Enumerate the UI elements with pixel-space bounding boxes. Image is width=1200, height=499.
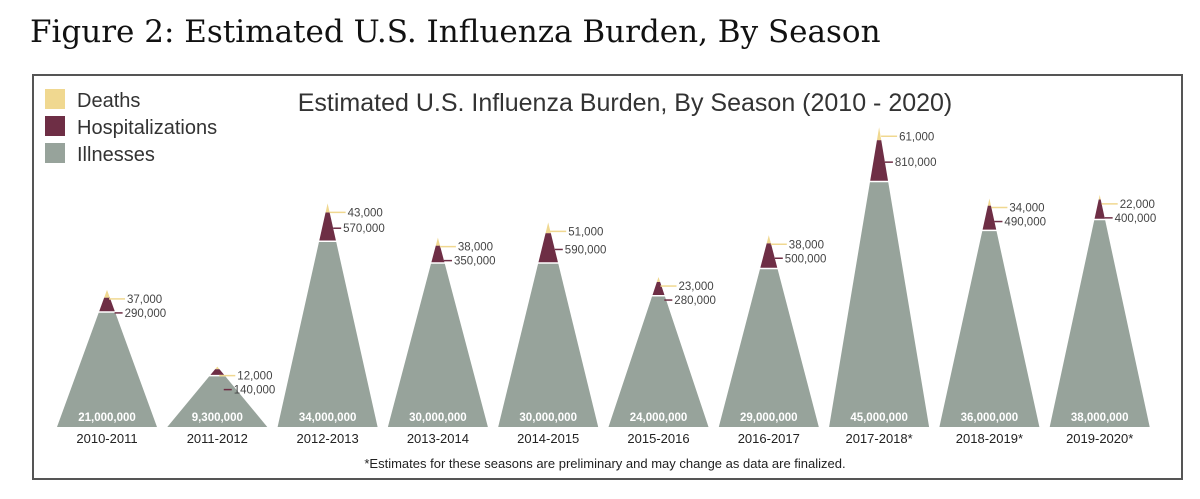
- legend-label-hospitalizations: Hospitalizations: [77, 117, 217, 139]
- chart-title: Estimated U.S. Influenza Burden, By Seas…: [298, 89, 953, 117]
- hospitalization-bar: [210, 369, 225, 375]
- hospitalization-bar: [431, 245, 445, 263]
- illness-label: 36,000,000: [961, 412, 1019, 424]
- illness-bar: [939, 231, 1040, 427]
- death-bar: [987, 198, 991, 206]
- hospitalization-label: 280,000: [674, 295, 716, 307]
- death-label: 34,000: [1009, 203, 1044, 215]
- season-label: 2015-2016: [627, 431, 689, 446]
- hospitalization-bar: [652, 281, 665, 295]
- death-label: 38,000: [458, 242, 493, 254]
- footnote: *Estimates for these seasons are prelimi…: [364, 456, 845, 471]
- illness-bar: [498, 263, 599, 427]
- illness-bar: [829, 182, 930, 427]
- season-label: 2016-2017: [738, 431, 800, 446]
- hospitalization-bar: [319, 212, 336, 241]
- hospitalization-bar: [1094, 199, 1105, 219]
- illness-label: 24,000,000: [630, 412, 688, 424]
- hospitalization-label: 810,000: [895, 157, 937, 169]
- illness-label: 38,000,000: [1071, 412, 1129, 424]
- illness-bar: [167, 376, 268, 427]
- illness-label: 21,000,000: [78, 412, 136, 424]
- hospitalization-label: 290,000: [125, 308, 167, 320]
- legend-swatch-hospitalizations: [45, 116, 65, 136]
- hospitalization-label: 570,000: [343, 223, 385, 235]
- season-label: 2011-2012: [187, 431, 248, 446]
- illness-label: 9,300,000: [192, 412, 243, 424]
- death-label: 51,000: [568, 226, 603, 238]
- legend-label-illnesses: Illnesses: [77, 144, 155, 166]
- illness-bar: [57, 312, 157, 427]
- death-bar: [766, 235, 771, 244]
- illness-bar: [1049, 220, 1150, 427]
- season-label: 2019-2020*: [1066, 431, 1133, 446]
- hospitalization-label: 500,000: [785, 253, 827, 265]
- hospitalization-label: 490,000: [1004, 217, 1046, 229]
- death-bar: [215, 366, 220, 370]
- hospitalization-label: 140,000: [234, 385, 276, 397]
- illness-bar: [718, 269, 819, 427]
- hospitalization-label: 590,000: [565, 244, 607, 256]
- death-bar: [876, 127, 882, 141]
- illness-bar: [608, 296, 709, 427]
- illness-label: 45,000,000: [850, 412, 908, 424]
- season-label: 2014-2015: [517, 431, 579, 446]
- chart-frame: [32, 74, 1183, 480]
- hospitalization-label: 400,000: [1115, 213, 1157, 225]
- death-label: 23,000: [679, 281, 714, 293]
- illness-label: 30,000,000: [519, 412, 577, 424]
- death-bar: [545, 222, 551, 234]
- death-bar: [435, 237, 441, 246]
- illness-bar: [387, 263, 488, 427]
- death-label: 12,000: [237, 371, 272, 383]
- season-label: 2018-2019*: [956, 431, 1023, 446]
- illness-label: 34,000,000: [299, 412, 357, 424]
- hospitalization-bar: [538, 233, 558, 263]
- death-label: 37,000: [127, 294, 162, 306]
- hospitalization-label: 350,000: [454, 256, 496, 268]
- death-label: 43,000: [348, 207, 383, 219]
- hospitalization-bar: [870, 140, 889, 181]
- legend-swatch-deaths: [45, 89, 65, 109]
- death-label: 38,000: [789, 239, 824, 251]
- death-bar: [656, 277, 661, 282]
- season-label: 2013-2014: [407, 431, 469, 446]
- death-bar: [104, 289, 110, 298]
- illness-bar: [277, 242, 378, 427]
- death-label: 61,000: [899, 131, 934, 143]
- hospitalization-bar: [760, 243, 778, 268]
- legend-label-deaths: Deaths: [77, 90, 140, 112]
- death-bar: [1098, 194, 1101, 200]
- hospitalization-bar: [99, 297, 115, 312]
- death-label: 22,000: [1120, 199, 1155, 211]
- figure-title: Figure 2: Estimated U.S. Influenza Burde…: [30, 14, 881, 50]
- death-bar: [325, 203, 330, 213]
- season-label: 2010-2011: [76, 431, 137, 446]
- illness-label: 29,000,000: [740, 412, 798, 424]
- season-label: 2017-2018*: [845, 431, 912, 446]
- legend-swatch-illnesses: [45, 143, 65, 163]
- illness-label: 30,000,000: [409, 412, 467, 424]
- season-label: 2012-2013: [297, 431, 359, 446]
- hospitalization-bar: [982, 205, 997, 230]
